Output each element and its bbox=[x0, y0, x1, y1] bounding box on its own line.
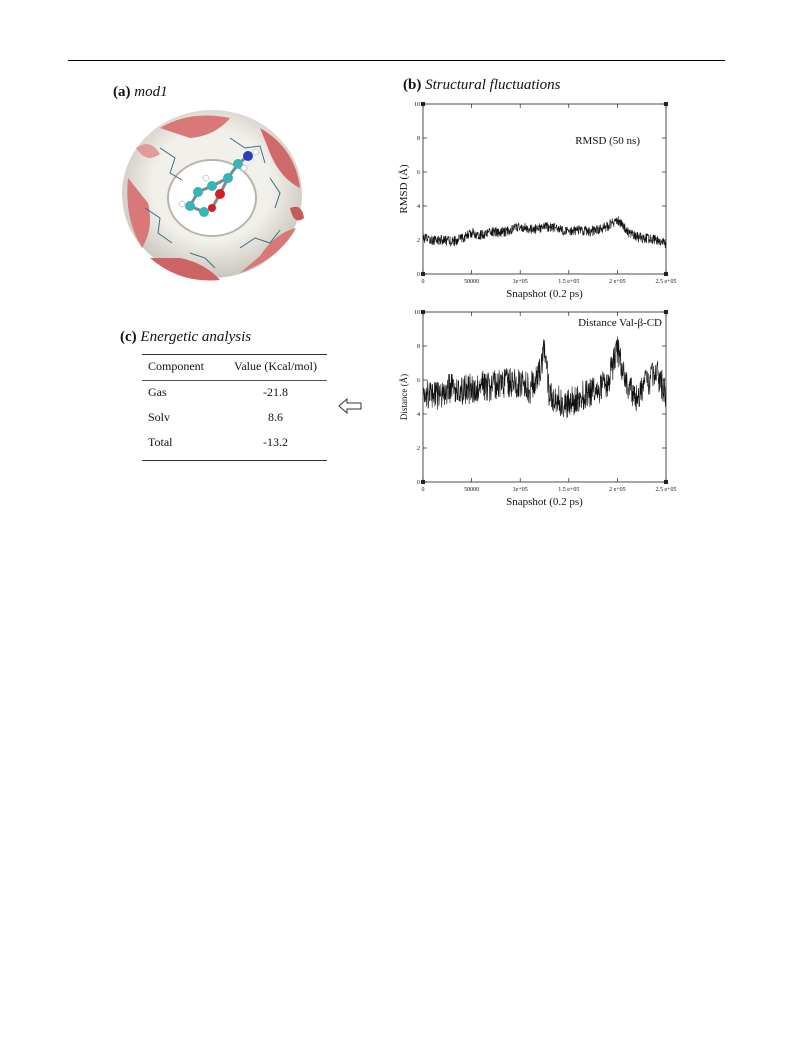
chart-1-y-axis-label: Distance (Å) bbox=[399, 374, 409, 420]
rmsd-chart: 0 2 4 6 8 10 0 50000 1e+05 1.5 e+05 2 e+05 2.5 e+05… bbox=[398, 102, 677, 300]
header-component: Component bbox=[142, 354, 218, 381]
table-row: Total -13.2 bbox=[142, 431, 327, 461]
chart-1-y-tick-label: 4 bbox=[417, 412, 420, 418]
chart-1-x-tick-label: 0 bbox=[422, 487, 425, 493]
panel-c-title: Energetic analysis bbox=[140, 329, 252, 345]
cyclodextrin-sticks bbox=[144, 137, 281, 269]
value-cell: 8.6 bbox=[267, 410, 283, 424]
chart-0-annotation: RMSD (50 ns) bbox=[575, 135, 640, 147]
valine-ball-and-stick bbox=[178, 148, 260, 217]
chart-0-x-tick-label: 1e+05 bbox=[513, 279, 528, 285]
component-cell: Total bbox=[142, 431, 218, 461]
header-rule bbox=[68, 60, 725, 61]
chart-1-series-line bbox=[422, 336, 667, 419]
chart-1-x-tick-label: 2 e+05 bbox=[609, 487, 626, 493]
panel-b-title: Structural fluctuations bbox=[425, 77, 561, 93]
left-arrow-icon bbox=[338, 398, 362, 414]
chart-0-y-tick-label: 0 bbox=[417, 272, 420, 278]
chart-0-x-tick-label: 50000 bbox=[464, 279, 479, 285]
panel-b-letter: (b) bbox=[403, 77, 422, 93]
chart-0-y-tick-label: 6 bbox=[417, 170, 420, 176]
chart-1-y-tick-label: 0 bbox=[417, 480, 420, 486]
cyclodextrin-surface bbox=[122, 110, 304, 281]
chart-0-x-tick-label: 0 bbox=[422, 279, 425, 285]
chart-1-x-axis-label: Snapshot (0.2 ps) bbox=[506, 496, 583, 508]
distance-chart: 0 2 4 6 8 10 0 50000 1e+05 1.5 e+05 2 e+05 2.5 e+05… bbox=[399, 310, 677, 508]
table-header-row: Component Value (Kcal/mol) bbox=[142, 354, 327, 381]
chart-0-series-line bbox=[422, 216, 667, 249]
panel-a-letter: (a) bbox=[113, 84, 131, 100]
panel-a-title: mod1 bbox=[134, 84, 168, 100]
chart-0-x-tick-label: 1.5 e+05 bbox=[558, 279, 579, 285]
chart-0-y-axis-label: RMSD (Å) bbox=[398, 164, 410, 214]
chart-0-y-tick-label: 2 bbox=[417, 238, 420, 244]
molecule-rendering bbox=[122, 110, 304, 281]
table-row: Solv 8.6 bbox=[142, 406, 327, 431]
panel-c-label: (c) Energetic analysis bbox=[120, 329, 251, 346]
chart-0-y-tick-label: 8 bbox=[417, 136, 420, 142]
component-cell: Gas bbox=[148, 385, 167, 399]
chart-1-y-tick-label: 6 bbox=[417, 378, 420, 384]
table-row: Gas -21.8 bbox=[142, 381, 327, 407]
energy-table: Component Value (Kcal/mol) Gas -21.8 Sol… bbox=[142, 354, 327, 461]
chart-1-annotation: Distance Val-β-CD bbox=[578, 317, 662, 329]
value-cell: -13.2 bbox=[217, 431, 327, 461]
panel-b-label: (b) Structural fluctuations bbox=[403, 77, 561, 94]
chart-1-x-tick-label: 1.5 e+05 bbox=[558, 487, 579, 493]
chart-0-y-tick-label: 10 bbox=[414, 102, 420, 108]
chart-1-x-tick-label: 50000 bbox=[464, 487, 479, 493]
chart-1-x-tick-label: 2.5 e+05 bbox=[655, 487, 676, 493]
chart-0-x-tick-label: 2 e+05 bbox=[609, 279, 626, 285]
chart-0-x-tick-label: 2.5 e+05 bbox=[655, 279, 676, 285]
chart-0-frame bbox=[422, 103, 667, 275]
panel-c-letter: (c) bbox=[120, 329, 137, 345]
chart-0-y-tick-label: 4 bbox=[417, 204, 420, 210]
component-cell: Solv bbox=[148, 410, 171, 424]
header-value: Value (Kcal/mol) bbox=[217, 354, 327, 381]
chart-1-y-tick-label: 2 bbox=[417, 446, 420, 452]
chart-0-x-axis-label: Snapshot (0.2 ps) bbox=[506, 288, 583, 300]
chart-1-y-tick-label: 10 bbox=[414, 310, 420, 316]
value-cell: -21.8 bbox=[262, 385, 288, 399]
chart-1-x-tick-label: 1e+05 bbox=[513, 487, 528, 493]
chart-1-y-tick-label: 8 bbox=[417, 344, 420, 350]
panel-a-label: (a) mod1 bbox=[113, 84, 168, 101]
